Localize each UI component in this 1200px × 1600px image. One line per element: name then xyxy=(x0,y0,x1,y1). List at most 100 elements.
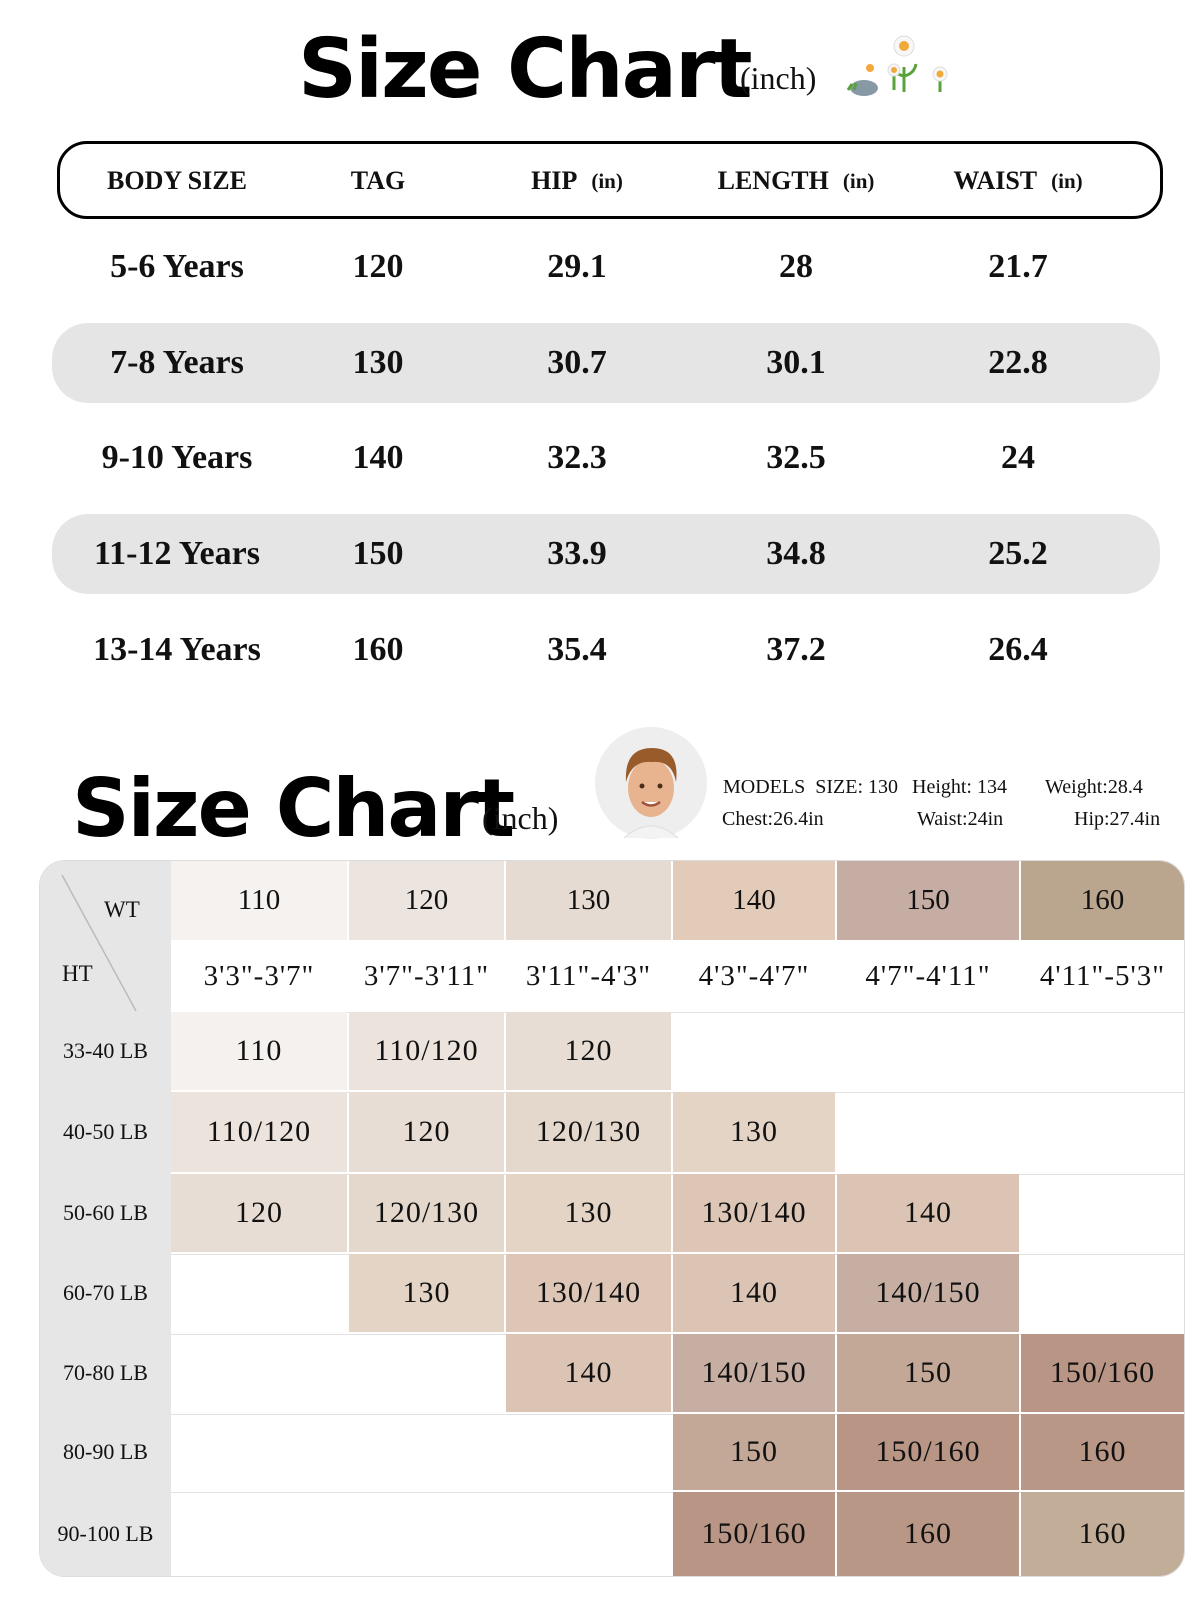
model-info: Waist:24in xyxy=(917,808,1004,830)
size-header: 160 xyxy=(1021,861,1184,940)
table-cell: 120 xyxy=(352,248,404,285)
height-header: 4'3"-4'7" xyxy=(698,959,810,992)
size-header: 130 xyxy=(506,861,671,940)
wt-label: WT xyxy=(104,897,140,922)
corner-diagonal xyxy=(61,874,137,1012)
height-header: 3'7"-3'11" xyxy=(363,959,490,992)
table-cell: 37.2 xyxy=(766,631,826,668)
size-cell: 160 xyxy=(1021,1492,1184,1576)
size-header: 150 xyxy=(837,861,1019,940)
size-cell: 140/150 xyxy=(837,1254,1019,1332)
table-cell: 26.4 xyxy=(988,631,1048,668)
header-label: LENGTH xyxy=(717,166,829,195)
table-cell: 33.9 xyxy=(547,535,607,572)
model-photo xyxy=(595,727,707,839)
title: Size Chart xyxy=(298,22,753,117)
header-label: HIP xyxy=(531,166,578,195)
model-info: Height: 134 xyxy=(912,776,1007,798)
size-cell: 130/140 xyxy=(673,1174,835,1252)
size-cell: 110/120 xyxy=(349,1012,504,1090)
size-cell: 120/130 xyxy=(349,1174,504,1252)
body-size: 9-10 Years xyxy=(101,439,253,476)
body-size: 11-12 Years xyxy=(94,535,260,572)
height-header: 3'3"-3'7" xyxy=(203,959,315,992)
size-cell: 120 xyxy=(349,1092,504,1172)
size-cell: 120 xyxy=(506,1012,671,1090)
row-band xyxy=(52,514,1160,594)
table-cell: 21.7 xyxy=(988,248,1048,285)
weight-label: 60-70 LB xyxy=(63,1280,148,1305)
title: Size Chart xyxy=(72,762,515,855)
body-size: 5-6 Years xyxy=(110,248,244,285)
label-column xyxy=(40,861,171,1576)
table-cell: 160 xyxy=(352,631,404,668)
size-cell: 150 xyxy=(837,1334,1019,1412)
column-header: TAG xyxy=(263,160,493,202)
size-cell: 150/160 xyxy=(837,1414,1019,1490)
size-cell: 150/160 xyxy=(1021,1334,1184,1412)
unit: (inch) xyxy=(482,800,559,836)
table-cell: 25.2 xyxy=(988,535,1048,572)
size-cell: 150/160 xyxy=(673,1492,835,1576)
size-header: 110 xyxy=(171,861,347,940)
table-cell: 30.1 xyxy=(766,344,826,381)
size-cell: 140 xyxy=(673,1254,835,1332)
size-cell: 160 xyxy=(837,1492,1019,1576)
column-header: WAIST (in) xyxy=(903,160,1133,202)
table-cell: 28 xyxy=(779,248,813,285)
column-header: BODY SIZE xyxy=(62,160,292,202)
size-cell: 110 xyxy=(171,1012,347,1090)
column-header: HIP (in) xyxy=(462,160,692,202)
size-cell: 150 xyxy=(673,1414,835,1490)
ht-label: HT xyxy=(62,961,93,986)
height-header: 4'11"-5'3" xyxy=(1039,959,1166,992)
table-cell: 35.4 xyxy=(547,631,607,668)
size-cell: 130 xyxy=(673,1092,835,1172)
size-cell: 130 xyxy=(349,1254,504,1332)
header-unit: (in) xyxy=(591,168,623,193)
table-cell: 29.1 xyxy=(547,248,607,285)
size-cell: 140/150 xyxy=(673,1334,835,1412)
weight-label: 33-40 LB xyxy=(63,1038,148,1063)
weight-label: 40-50 LB xyxy=(63,1119,148,1144)
table-cell: 32.5 xyxy=(766,439,826,476)
table-cell: 32.3 xyxy=(547,439,607,476)
weight-label: 70-80 LB xyxy=(63,1360,148,1385)
table-cell: 34.8 xyxy=(766,535,826,572)
model-info: Chest:26.4in xyxy=(722,808,824,830)
table-cell: 150 xyxy=(352,535,404,572)
size-cell: 140 xyxy=(506,1334,671,1412)
grid-frame: WT HT 110 3'3"-3'7" 120 3'7"-3'11" 130 3'11"-4'… xyxy=(39,860,1185,1577)
header-label: TAG xyxy=(350,166,406,195)
table-cell: 130 xyxy=(352,344,404,381)
body-size: 7-8 Years xyxy=(110,344,244,381)
table-cell: 140 xyxy=(352,439,404,476)
size-cell: 160 xyxy=(1021,1414,1184,1490)
header-label: WAIST xyxy=(953,166,1038,195)
weight-label: 90-100 LB xyxy=(57,1521,154,1546)
weight-label: 50-60 LB xyxy=(63,1200,148,1225)
column-header: LENGTH (in) xyxy=(681,160,911,202)
header-label: BODY SIZE xyxy=(107,166,247,195)
header-box xyxy=(57,141,1163,219)
model-info: Hip:27.4in xyxy=(1074,808,1161,830)
flowers xyxy=(846,35,948,96)
model-info: Weight:28.4 xyxy=(1045,776,1143,798)
model-info: MODELS SIZE: 130 xyxy=(723,776,898,798)
header-unit: (in) xyxy=(1051,168,1083,193)
size-cell: 140 xyxy=(837,1174,1019,1252)
unit: (inch) xyxy=(740,60,817,96)
height-header: 3'11"-4'3" xyxy=(525,959,652,992)
size-header: 120 xyxy=(349,861,504,940)
size-cell: 110/120 xyxy=(171,1092,347,1172)
table-cell: 22.8 xyxy=(988,344,1048,381)
row-band xyxy=(52,323,1160,403)
size-cell: 120 xyxy=(171,1174,347,1252)
header-unit: (in) xyxy=(842,168,875,193)
height-header: 4'7"-4'11" xyxy=(865,959,991,992)
size-cell: 130/140 xyxy=(506,1254,671,1332)
grid-line xyxy=(171,1012,1184,1013)
size-cell: 130 xyxy=(506,1174,671,1252)
size-cell: 120/130 xyxy=(506,1092,671,1172)
